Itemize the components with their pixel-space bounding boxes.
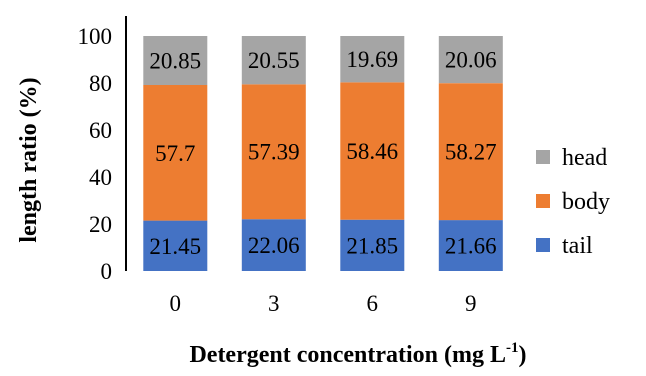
- bar-tail-9: [438, 220, 503, 271]
- x-tick-label-6: 6: [367, 291, 379, 316]
- bar-head-3: [241, 36, 306, 85]
- legend-swatch-tail: [536, 238, 550, 252]
- bar-head-6: [340, 36, 405, 83]
- data-label-head-0: 20.85: [149, 49, 201, 74]
- data-label-head-3: 20.55: [248, 48, 300, 73]
- bar-head-9: [438, 36, 503, 84]
- y-tick-label-20: 20: [89, 212, 112, 237]
- bars-layer: [143, 36, 503, 271]
- x-axis-label-close: ): [519, 342, 527, 368]
- data-label-body-3: 57.39: [248, 140, 300, 165]
- bar-head-0: [143, 36, 208, 85]
- y-axis-label: length ratio (%): [16, 77, 42, 242]
- legend-swatch-body: [536, 194, 550, 208]
- y-tick-label-100: 100: [78, 24, 113, 49]
- y-tick-label-60: 60: [89, 118, 112, 143]
- bar-body-6: [340, 82, 405, 220]
- x-axis-label-main: Detergent concentration (mg L: [189, 342, 506, 368]
- data-labels-layer: 21.45 57.7 20.85 22.06 57.39 20.55 21.85 58.46 1…: [149, 47, 496, 259]
- bar-body-3: [241, 84, 306, 220]
- bar-tail-3: [241, 219, 306, 271]
- legend-swatch-head: [536, 150, 550, 164]
- x-axis-label-superscript: -1: [506, 340, 519, 356]
- x-tick-label-9: 9: [465, 291, 477, 316]
- axes-layer: 0 20 40 60 80 100 0 3 6 9: [78, 16, 477, 316]
- bar-tail-0: [143, 220, 208, 271]
- x-tick-label-3: 3: [268, 291, 280, 316]
- data-label-head-6: 19.69: [346, 47, 398, 72]
- legend-label-tail: tail: [562, 233, 593, 259]
- legend: head body tail: [536, 145, 610, 259]
- x-tick-label-0: 0: [170, 291, 182, 316]
- data-label-body-0: 57.7: [155, 141, 195, 166]
- data-label-head-9: 20.06: [445, 48, 497, 73]
- x-axis-label: Detergent concentration (mg L-1): [189, 340, 526, 368]
- bar-body-0: [143, 85, 208, 221]
- y-tick-label-80: 80: [89, 71, 112, 96]
- data-label-tail-6: 21.85: [346, 233, 398, 258]
- legend-label-head: head: [562, 145, 607, 171]
- legend-label-body: body: [562, 189, 610, 215]
- y-tick-label-40: 40: [89, 165, 112, 190]
- data-label-tail-0: 21.45: [149, 234, 201, 259]
- bar-tail-6: [340, 219, 405, 271]
- data-label-body-6: 58.46: [346, 139, 398, 164]
- bar-body-9: [438, 83, 503, 221]
- data-label-tail-3: 22.06: [248, 233, 300, 258]
- data-label-body-9: 58.27: [445, 140, 497, 165]
- y-tick-label-0: 0: [101, 259, 113, 284]
- data-label-tail-9: 21.66: [445, 234, 497, 259]
